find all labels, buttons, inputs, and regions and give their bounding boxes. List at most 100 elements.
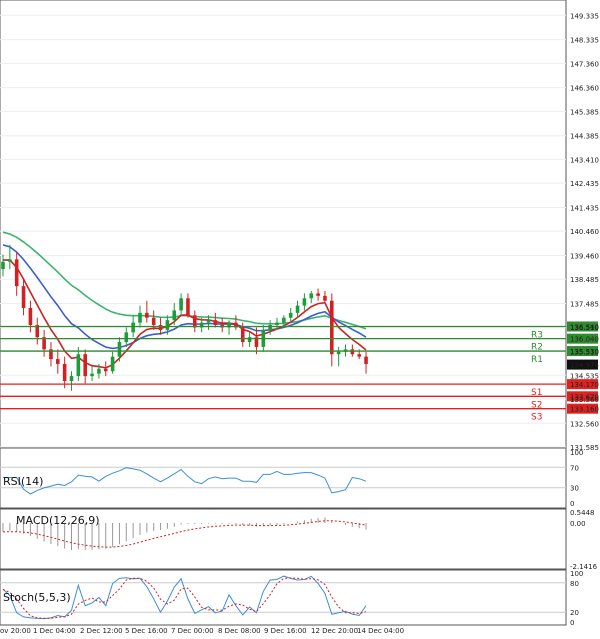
price-tick-label: 131.585: [570, 444, 599, 452]
candle-body: [357, 354, 361, 357]
candle-body: [42, 337, 46, 350]
current-price-box: [567, 359, 598, 370]
time-tick-label: 2 Dec 12:00: [80, 627, 123, 635]
candle-body: [247, 337, 252, 343]
candle-body: [295, 305, 300, 313]
candle-body: [97, 368, 101, 374]
time-tick-label: 8 Dec 08:00: [218, 627, 261, 635]
candle-body: [323, 295, 327, 301]
candle-body: [145, 312, 149, 318]
time-tick-label: 1 Dec 04:00: [33, 627, 76, 635]
panel-frame-2: [0, 508, 567, 570]
candle-body: [49, 349, 53, 360]
candle-body: [103, 368, 108, 372]
candle-body: [336, 351, 341, 355]
candle-body: [90, 373, 94, 377]
candle-body: [76, 354, 81, 377]
candle-body: [83, 354, 87, 377]
level-price-box: [567, 346, 598, 357]
current-price-label: 134.974: [570, 362, 599, 370]
macd-label: MACD(12,26,9): [16, 514, 100, 527]
candle-body: [8, 259, 12, 262]
price-tick-label: 145.385: [570, 108, 599, 116]
level-name-S2: S2: [531, 400, 542, 410]
stoch-d-line: [2, 577, 367, 619]
price-tick-label: 144.385: [570, 133, 599, 141]
candle-body: [275, 322, 279, 326]
candle-body: [309, 293, 314, 299]
candle-body: [350, 349, 355, 355]
rsi-tick-label: 30: [570, 485, 579, 493]
price-tick-label: 148.335: [570, 37, 599, 45]
candle-body: [69, 376, 74, 381]
price-tick-label: 134.535: [570, 372, 599, 380]
candle-body: [172, 310, 177, 321]
panel-frame-0: [0, 0, 567, 449]
candle-body: [35, 325, 40, 338]
panel-frame-1: [0, 447, 567, 509]
price-tick-label: 139.460: [570, 252, 599, 260]
candle-body: [268, 325, 272, 330]
candle-body: [165, 320, 170, 330]
price-tick-label: 141.435: [570, 204, 599, 212]
price-tick-label: 149.335: [570, 12, 599, 20]
level-name-S3: S3: [531, 413, 542, 423]
stoch-tick-label: 100: [570, 570, 583, 578]
time-tick-label: 12 Dec 20:00: [311, 627, 358, 635]
candle-body: [117, 342, 122, 357]
candle-body: [213, 320, 218, 326]
candle-body: [138, 312, 142, 323]
candle-body: [186, 298, 190, 316]
price-tick-label: 137.485: [570, 301, 599, 309]
candle-body: [206, 320, 211, 323]
level-name-R3: R3: [531, 330, 543, 340]
candle-body: [158, 325, 163, 330]
price-tick-label: 132.560: [570, 420, 599, 428]
level-price-box: [567, 333, 598, 344]
candle-body: [282, 317, 286, 323]
level-price-box: [567, 379, 598, 390]
rsi-label: RSI(14): [3, 475, 43, 488]
level-price-R2: 136.040: [570, 336, 599, 344]
price-tick-label: 146.360: [570, 85, 599, 93]
candle-body: [199, 322, 204, 328]
rsi-tick-label: 70: [570, 464, 579, 472]
price-tick-label: 136.510: [570, 324, 599, 332]
price-tick-label: 138.485: [570, 276, 599, 284]
panel-frame-3: [0, 569, 567, 626]
rsi-tick-label: 0: [570, 500, 574, 508]
level-price-box: [567, 391, 598, 402]
macd-tick-label: 0.00: [570, 520, 586, 528]
candle-body: [14, 259, 19, 287]
candle-body: [234, 322, 238, 328]
rsi-tick-label: 100: [570, 449, 583, 457]
candle-body: [330, 300, 334, 355]
time-tick-label: 5 Dec 16:00: [125, 627, 168, 635]
candle-body: [56, 359, 60, 364]
candle-body: [28, 308, 33, 326]
level-price-S1: 134.170: [570, 381, 599, 389]
time-tick-label: 7 Dec 00:00: [171, 627, 214, 635]
price-tick-label: 135.510: [570, 349, 599, 357]
ema-line-1: [2, 244, 367, 350]
time-tick-label: 9 Dec 16:00: [264, 627, 307, 635]
macd-signal-line: [2, 520, 367, 548]
candle-body: [302, 298, 307, 306]
price-tick-label: 143.410: [570, 156, 599, 164]
candle-body: [131, 322, 135, 333]
level-name-S1: S1: [531, 388, 542, 398]
candle-body: [179, 298, 183, 311]
stoch-label: Stoch(5,5,3): [3, 591, 71, 604]
candle-body: [124, 332, 129, 343]
candle-body: [288, 312, 293, 318]
candle-body: [1, 261, 5, 270]
ema-line-2: [2, 259, 367, 369]
level-name-R1: R1: [531, 355, 543, 365]
macd-tick-label: 0.5448: [570, 509, 595, 517]
stoch-tick-label: 20: [570, 609, 579, 617]
level-price-R3: 136.540: [570, 323, 599, 331]
candle-body: [193, 315, 197, 328]
candle-body: [240, 327, 245, 343]
level-price-S3: 133.160: [570, 406, 599, 414]
